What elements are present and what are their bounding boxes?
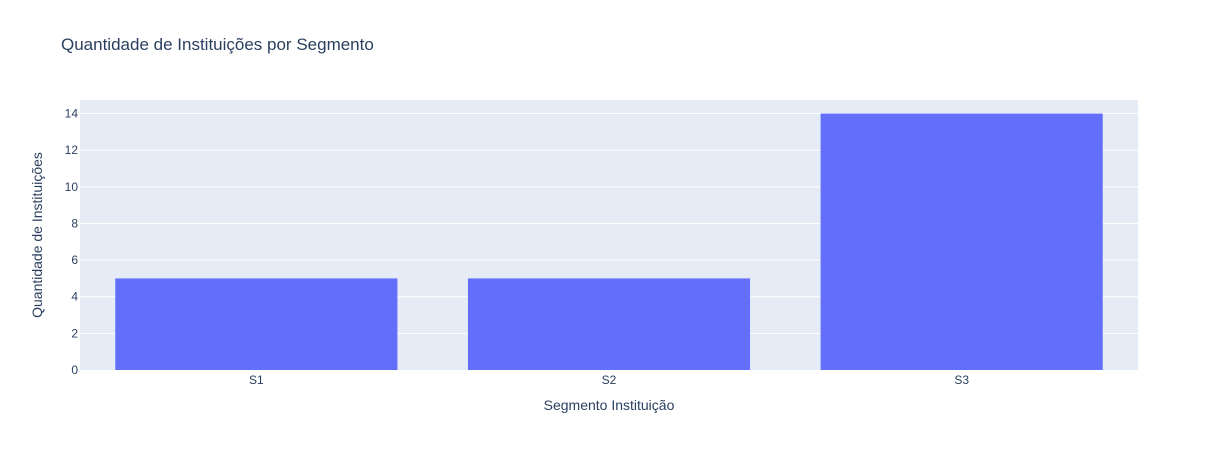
chart-title: Quantidade de Instituições por Segmento: [61, 35, 374, 54]
y-axis-title: Quantidade de Instituições: [29, 152, 45, 318]
y-tick-label: 10: [65, 180, 79, 194]
y-axis-ticks: 0 2 4 6 8 10 12 14: [65, 107, 79, 377]
bar-s3[interactable]: [820, 113, 1103, 370]
y-tick-label: 2: [71, 326, 78, 340]
y-tick-label: 4: [71, 290, 78, 304]
bar-s1[interactable]: [115, 278, 398, 370]
x-tick-label: S3: [954, 373, 969, 387]
x-axis-ticks: S1 S2 S3: [249, 373, 969, 387]
bar-s2[interactable]: [467, 278, 751, 370]
y-tick-label: 8: [71, 216, 78, 230]
x-tick-label: S2: [602, 373, 617, 387]
y-tick-label: 6: [71, 253, 78, 267]
x-tick-label: S1: [249, 373, 264, 387]
bars: [115, 113, 1103, 370]
y-tick-label: 0: [71, 363, 78, 377]
y-tick-label: 14: [65, 107, 79, 121]
y-tick-label: 12: [65, 143, 79, 157]
x-axis-title: Segmento Instituição: [544, 397, 675, 413]
